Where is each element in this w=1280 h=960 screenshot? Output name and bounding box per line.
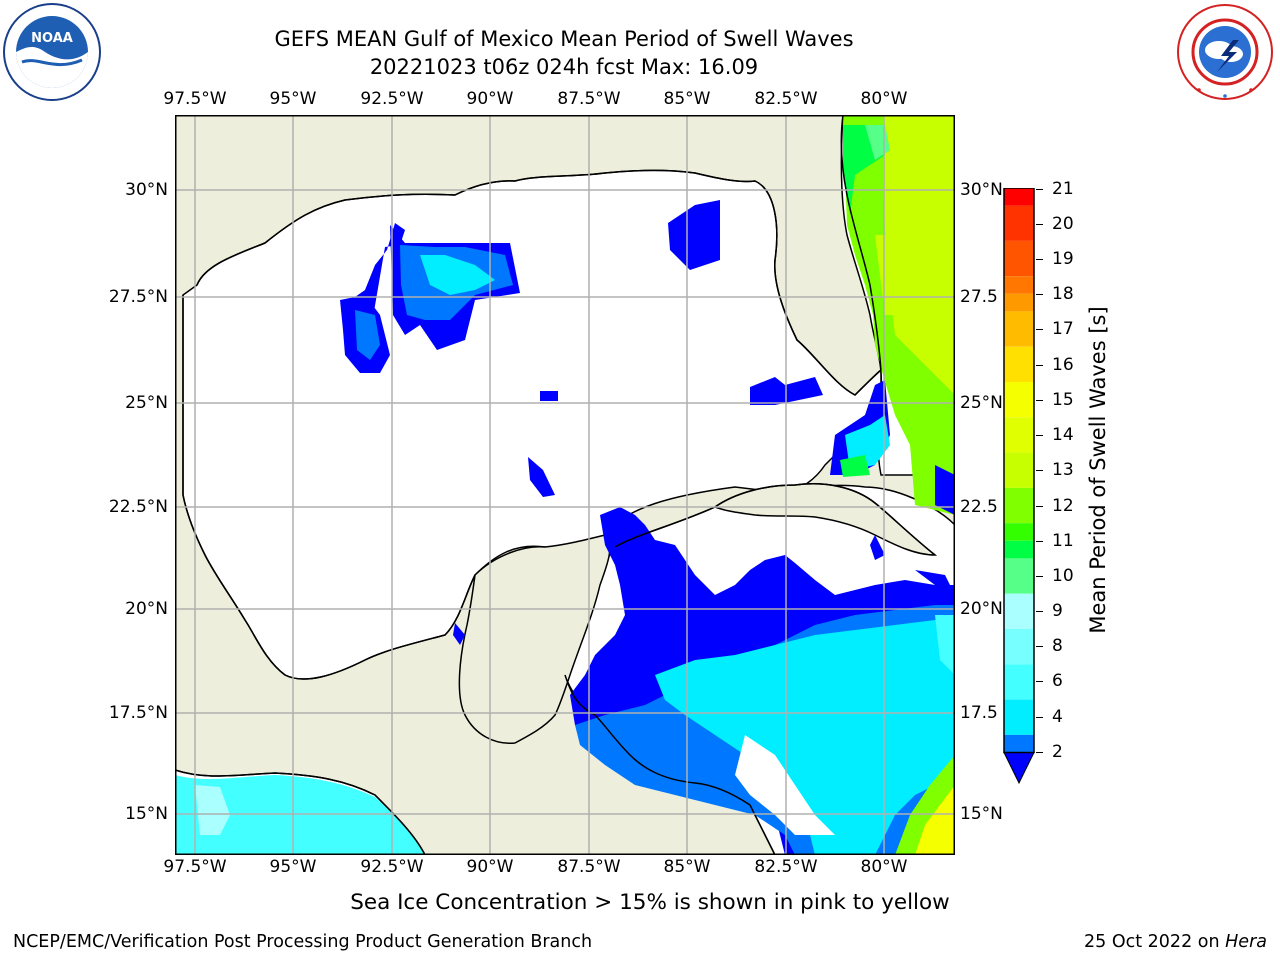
map-panel bbox=[175, 115, 955, 855]
lat-tick-label: 15°N bbox=[960, 804, 1003, 824]
lon-axis-bottom: 97.5°W 95°W 92.5°W 90°W 87.5°W 85°W 82.5… bbox=[0, 857, 1280, 879]
lat-tick-label: 15°N bbox=[125, 804, 168, 824]
noaa-logo-icon: NOAA bbox=[2, 2, 102, 102]
colorbar-tick-label: 16 bbox=[1052, 355, 1074, 375]
lat-tick-label: 25°N bbox=[960, 393, 1003, 413]
lon-tick-label: 85°W bbox=[663, 857, 711, 877]
lon-tick-label: 92.5°W bbox=[360, 857, 424, 877]
colorbar-tick-label: 12 bbox=[1052, 496, 1074, 516]
lat-tick-label: 17.5 bbox=[960, 703, 998, 723]
colorbar-tick-label: 11 bbox=[1052, 531, 1074, 551]
sea-ice-note: Sea Ice Concentration > 15% is shown in … bbox=[350, 890, 950, 915]
colorbar-tick-label: 6 bbox=[1052, 671, 1063, 691]
footer-machine: Hera bbox=[1225, 932, 1267, 952]
lat-axis-right: 30°N 27.5 25°N 22.5 20°N 17.5 15°N bbox=[958, 0, 1008, 960]
footer-timestamp: 25 Oct 2022 on Hera bbox=[1084, 932, 1267, 952]
lon-tick-label: 92.5°W bbox=[360, 89, 424, 109]
lat-tick-label: 20°N bbox=[125, 599, 168, 619]
colorbar-tick-label: 14 bbox=[1052, 425, 1074, 445]
lat-axis-left: 30°N 27.5°N 25°N 22.5°N 20°N 17.5°N 15°N bbox=[88, 0, 172, 960]
map-gridlines bbox=[175, 115, 955, 855]
lon-tick-label: 95°W bbox=[269, 89, 317, 109]
colorbar-tick-label: 4 bbox=[1052, 707, 1063, 727]
colorbar-tick-label: 10 bbox=[1052, 566, 1074, 586]
chart-subtitle: 20221023 t06z 024h fcst Max: 16.09 bbox=[369, 55, 759, 79]
footer-credit: NCEP/EMC/Verification Post Processing Pr… bbox=[13, 932, 593, 952]
lat-tick-label: 22.5 bbox=[960, 497, 998, 517]
colorbar-ticks: 21 20 19 18 17 16 15 14 13 12 11 10 9 8 … bbox=[1036, 0, 1086, 960]
colorbar-tick-label: 18 bbox=[1052, 284, 1074, 304]
colorbar-tick-label: 13 bbox=[1052, 460, 1074, 480]
svg-text:NOAA: NOAA bbox=[31, 31, 73, 46]
colorbar-tick-label: 17 bbox=[1052, 319, 1074, 339]
lon-tick-label: 90°W bbox=[466, 857, 514, 877]
lon-tick-label: 95°W bbox=[269, 857, 317, 877]
chart-title: GEFS MEAN Gulf of Mexico Mean Period of … bbox=[274, 27, 854, 51]
lon-tick-label: 85°W bbox=[663, 89, 711, 109]
lat-tick-label: 20°N bbox=[960, 599, 1003, 619]
lat-tick-label: 30°N bbox=[125, 180, 168, 200]
swell-period-field bbox=[175, 115, 955, 855]
lon-tick-label: 90°W bbox=[466, 89, 514, 109]
footer-on: on bbox=[1192, 932, 1226, 952]
lon-tick-label: 82.5°W bbox=[754, 857, 818, 877]
lon-tick-label: 80°W bbox=[860, 857, 908, 877]
colorbar-tick-label: 15 bbox=[1052, 390, 1074, 410]
map-canvas bbox=[175, 115, 955, 855]
nws-logo-icon bbox=[1175, 2, 1275, 102]
colorbar-tick-label: 9 bbox=[1052, 601, 1063, 621]
yucatan-land bbox=[458, 534, 611, 744]
lon-tick-label: 97.5°W bbox=[163, 857, 227, 877]
colorbar bbox=[1003, 187, 1035, 785]
colorbar-tick-label: 2 bbox=[1052, 742, 1063, 762]
lat-tick-label: 27.5 bbox=[960, 287, 998, 307]
lon-tick-label: 87.5°W bbox=[557, 857, 621, 877]
footer-date: 25 Oct 2022 bbox=[1084, 932, 1193, 952]
colorbar-tick-label: 19 bbox=[1052, 249, 1074, 269]
lon-tick-label: 97.5°W bbox=[163, 89, 227, 109]
colorbar-label: Mean Period of Swell Waves [s] bbox=[1086, 306, 1110, 634]
lon-tick-label: 87.5°W bbox=[557, 89, 621, 109]
lat-tick-label: 22.5°N bbox=[108, 497, 168, 517]
colorbar-tick-label: 21 bbox=[1052, 179, 1074, 199]
colorbar-tick-label: 20 bbox=[1052, 214, 1074, 234]
lat-tick-label: 27.5°N bbox=[108, 287, 168, 307]
lon-tick-label: 82.5°W bbox=[754, 89, 818, 109]
lat-tick-label: 25°N bbox=[125, 393, 168, 413]
colorbar-tick-label: 8 bbox=[1052, 636, 1063, 656]
lon-axis-top: 97.5°W 95°W 92.5°W 90°W 87.5°W 85°W 82.5… bbox=[0, 89, 1280, 111]
lat-tick-label: 30°N bbox=[960, 180, 1003, 200]
lon-tick-label: 80°W bbox=[860, 89, 908, 109]
lat-tick-label: 17.5°N bbox=[108, 703, 168, 723]
